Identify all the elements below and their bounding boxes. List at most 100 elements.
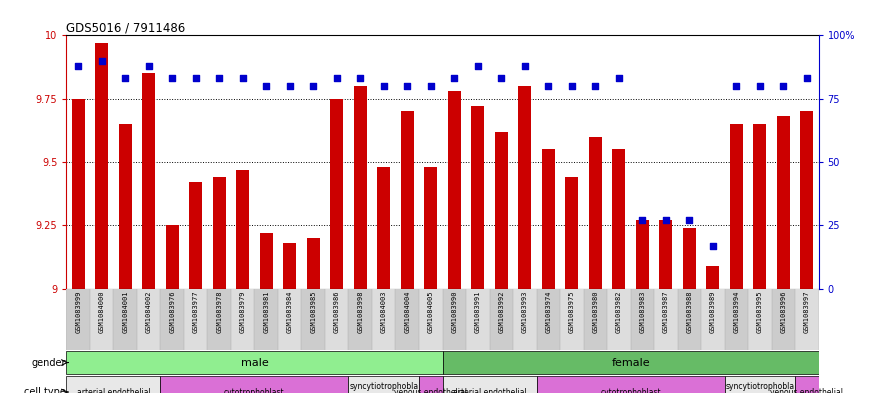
Point bbox=[118, 75, 132, 82]
Text: GSM1083994: GSM1083994 bbox=[734, 291, 739, 333]
Bar bbox=[630, 289, 654, 350]
Point bbox=[377, 83, 391, 89]
Bar bbox=[349, 376, 419, 393]
Bar bbox=[96, 43, 108, 289]
Text: GSM1083998: GSM1083998 bbox=[358, 291, 363, 333]
Bar bbox=[160, 376, 349, 393]
Bar bbox=[354, 86, 366, 289]
Bar bbox=[231, 289, 255, 350]
Point bbox=[705, 242, 720, 249]
Bar bbox=[678, 289, 701, 350]
Bar bbox=[184, 289, 207, 350]
Bar bbox=[165, 226, 179, 289]
Point bbox=[212, 75, 227, 82]
Bar bbox=[536, 376, 725, 393]
Bar bbox=[654, 289, 678, 350]
Text: venous endothelial: venous endothelial bbox=[394, 387, 467, 393]
Text: GSM1083978: GSM1083978 bbox=[216, 291, 222, 333]
Point bbox=[189, 75, 203, 82]
Bar bbox=[748, 289, 772, 350]
Bar bbox=[419, 289, 442, 350]
Bar bbox=[466, 289, 489, 350]
Bar bbox=[795, 376, 819, 393]
Point bbox=[95, 57, 109, 64]
Bar bbox=[542, 149, 555, 289]
Text: gender: gender bbox=[32, 358, 66, 367]
Point bbox=[753, 83, 767, 89]
Text: female: female bbox=[612, 358, 650, 367]
Point bbox=[494, 75, 508, 82]
Bar bbox=[489, 289, 513, 350]
Bar bbox=[442, 289, 466, 350]
Text: GSM1083974: GSM1083974 bbox=[545, 291, 551, 333]
Text: GSM1083989: GSM1083989 bbox=[710, 291, 716, 333]
Bar bbox=[372, 289, 396, 350]
Bar bbox=[137, 289, 160, 350]
Bar bbox=[160, 289, 184, 350]
Text: GSM1083980: GSM1083980 bbox=[592, 291, 598, 333]
Bar bbox=[701, 289, 725, 350]
Text: GSM1083977: GSM1083977 bbox=[193, 291, 198, 333]
Point bbox=[400, 83, 414, 89]
Bar bbox=[236, 170, 250, 289]
Bar bbox=[560, 289, 583, 350]
Point bbox=[165, 75, 180, 82]
Point bbox=[565, 83, 579, 89]
Point bbox=[447, 75, 461, 82]
Bar bbox=[142, 73, 155, 289]
Text: GSM1083993: GSM1083993 bbox=[522, 291, 527, 333]
Text: arterial endothelial: arterial endothelial bbox=[452, 387, 527, 393]
Bar bbox=[583, 289, 607, 350]
Bar bbox=[307, 238, 319, 289]
Point bbox=[635, 217, 650, 224]
Text: cytotrophoblast: cytotrophoblast bbox=[224, 387, 285, 393]
Bar bbox=[795, 289, 819, 350]
Text: GSM1083999: GSM1083999 bbox=[75, 291, 81, 333]
Point bbox=[471, 62, 485, 69]
Point bbox=[589, 83, 603, 89]
Bar bbox=[612, 149, 626, 289]
Text: male: male bbox=[241, 358, 268, 367]
Text: GSM1083979: GSM1083979 bbox=[240, 291, 246, 333]
Bar bbox=[302, 289, 325, 350]
Text: GSM1084004: GSM1084004 bbox=[404, 291, 411, 333]
Bar bbox=[777, 116, 789, 289]
Text: venous endothelial: venous endothelial bbox=[770, 387, 843, 393]
Bar bbox=[72, 99, 85, 289]
Bar bbox=[424, 167, 437, 289]
Point bbox=[776, 83, 790, 89]
Point bbox=[142, 62, 156, 69]
Text: cytotrophoblast: cytotrophoblast bbox=[600, 387, 661, 393]
Text: GSM1083988: GSM1083988 bbox=[687, 291, 692, 333]
Bar bbox=[519, 86, 531, 289]
Point bbox=[306, 83, 320, 89]
Text: GSM1083985: GSM1083985 bbox=[311, 291, 316, 333]
Bar bbox=[730, 124, 743, 289]
Text: GSM1084002: GSM1084002 bbox=[146, 291, 151, 333]
Point bbox=[658, 217, 673, 224]
Point bbox=[353, 75, 367, 82]
Bar bbox=[442, 376, 536, 393]
Bar bbox=[472, 107, 484, 289]
Bar bbox=[419, 376, 442, 393]
Text: arterial endothelial: arterial endothelial bbox=[76, 387, 150, 393]
Bar bbox=[66, 351, 442, 374]
Bar bbox=[330, 99, 343, 289]
Text: GSM1083995: GSM1083995 bbox=[757, 291, 763, 333]
Text: GSM1083987: GSM1083987 bbox=[663, 291, 669, 333]
Text: GSM1084003: GSM1084003 bbox=[381, 291, 387, 333]
Bar bbox=[325, 289, 349, 350]
Point bbox=[424, 83, 438, 89]
Point bbox=[259, 83, 273, 89]
Bar bbox=[753, 124, 766, 289]
Point bbox=[235, 75, 250, 82]
Bar bbox=[349, 289, 372, 350]
Bar bbox=[207, 289, 231, 350]
Bar bbox=[401, 112, 413, 289]
Bar bbox=[566, 177, 578, 289]
Text: GSM1083996: GSM1083996 bbox=[781, 291, 787, 333]
Bar bbox=[255, 289, 278, 350]
Point bbox=[682, 217, 696, 224]
Text: GSM1083982: GSM1083982 bbox=[616, 291, 622, 333]
Bar bbox=[536, 289, 560, 350]
